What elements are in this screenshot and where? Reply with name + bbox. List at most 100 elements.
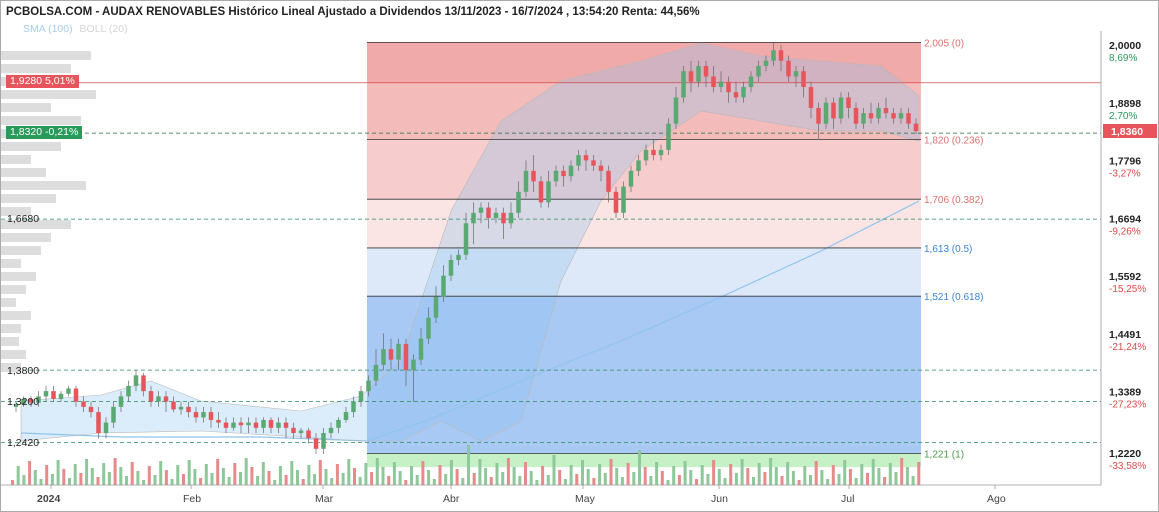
- volume-bar: [290, 461, 294, 485]
- volume-bar: [461, 478, 465, 485]
- volume-profile-bar: [1, 90, 96, 99]
- candle-body: [823, 102, 829, 124]
- volume-bar: [717, 469, 721, 485]
- candle-body: [366, 380, 371, 392]
- volume-bar: [848, 469, 852, 485]
- volume-bar: [843, 460, 847, 485]
- volume-bar: [324, 469, 328, 485]
- volume-profile-bar: [1, 51, 91, 60]
- level-label-138: 1,3800: [7, 365, 40, 377]
- candle-body: [186, 406, 191, 413]
- volume-profile-bar: [1, 311, 31, 320]
- volume-bar: [518, 476, 522, 485]
- volume-bar: [210, 473, 214, 485]
- volume-bar: [73, 464, 77, 485]
- volume-bar: [632, 472, 636, 485]
- volume-bar: [535, 480, 539, 485]
- candle-body: [778, 50, 784, 61]
- candle-body: [898, 113, 904, 119]
- volume-bar: [136, 471, 140, 485]
- volume-bar: [598, 464, 602, 485]
- volume-bar: [16, 466, 20, 485]
- volume-bar: [649, 476, 653, 485]
- candle-body: [763, 60, 769, 66]
- candle-body: [246, 422, 251, 426]
- volume-bar: [786, 462, 790, 485]
- volume-bar: [62, 469, 66, 485]
- candle-body: [118, 396, 124, 407]
- candle-body: [306, 430, 311, 439]
- volume-bar: [204, 464, 208, 485]
- volume-profile-bar: [1, 64, 71, 73]
- volume-bar: [706, 474, 710, 485]
- volume-bar: [432, 479, 436, 485]
- volume-bar: [826, 479, 830, 485]
- volume-profile-bar: [1, 168, 46, 177]
- volume-profile-bar: [1, 350, 26, 359]
- volume-bar: [250, 467, 254, 485]
- volume-bar: [438, 465, 442, 485]
- volume-bar: [552, 455, 556, 485]
- volume-bar: [837, 474, 841, 485]
- volume-bar: [410, 466, 413, 485]
- candle-body: [741, 86, 746, 98]
- candle-body: [208, 412, 214, 420]
- volume-bar: [364, 463, 368, 485]
- volume-bar: [797, 480, 801, 485]
- volume-profile-bar: [1, 285, 26, 294]
- volume-bar: [489, 477, 493, 485]
- volume-bar: [524, 462, 527, 485]
- volume-bar: [216, 459, 220, 485]
- boll-legend: BOLL (20): [79, 23, 128, 35]
- volume-bar: [592, 478, 596, 485]
- volume-bar: [860, 464, 864, 485]
- candle-body: [711, 76, 716, 87]
- volume-bar: [273, 480, 277, 485]
- volume-bar: [68, 478, 71, 485]
- x-tick-label: Ago: [987, 493, 1006, 505]
- candle-body: [81, 401, 86, 407]
- candle-body: [433, 296, 439, 318]
- volume-bar: [39, 479, 43, 485]
- volume-bar: [541, 466, 545, 485]
- volume-bar: [182, 474, 185, 485]
- candle-body: [133, 375, 139, 386]
- candle-body: [148, 391, 154, 402]
- candle-body: [73, 388, 79, 402]
- volume-bar: [529, 471, 533, 485]
- volume-bar: [45, 465, 49, 485]
- volume-bar: [695, 479, 698, 485]
- volume-bar: [581, 460, 584, 485]
- candle-body: [418, 338, 424, 360]
- volume-bar: [313, 474, 317, 485]
- candle-body: [268, 419, 274, 428]
- volume-profile-bar: [1, 181, 86, 190]
- candle-body: [403, 343, 409, 371]
- volume-bar: [506, 458, 510, 485]
- candle-body: [396, 343, 401, 360]
- candle-body: [883, 107, 889, 114]
- volume-bar: [415, 475, 419, 485]
- candle-body: [13, 404, 19, 407]
- volume-profile-bar: [1, 337, 19, 346]
- candle-body: [351, 401, 356, 413]
- candle-body: [448, 260, 454, 276]
- fib-label: 2,005 (0): [924, 38, 964, 49]
- volume-bar: [603, 473, 607, 485]
- volume-bar: [22, 475, 26, 485]
- candle-body: [478, 207, 484, 213]
- candle-body: [126, 385, 131, 397]
- volume-bar: [495, 463, 499, 485]
- candle-body: [358, 391, 364, 402]
- volume-bar: [877, 468, 881, 485]
- x-tick-label: May: [575, 493, 596, 505]
- candle-body: [553, 170, 559, 182]
- candle-body: [441, 275, 446, 297]
- fib-label: 1,706 (0.382): [924, 195, 984, 206]
- fib-label: 1,820 (0.236): [924, 135, 984, 146]
- y-tick-pct: -3,27%: [1109, 169, 1141, 180]
- volume-bar: [626, 463, 630, 485]
- volume-bar: [501, 472, 505, 485]
- volume-bar: [854, 478, 858, 485]
